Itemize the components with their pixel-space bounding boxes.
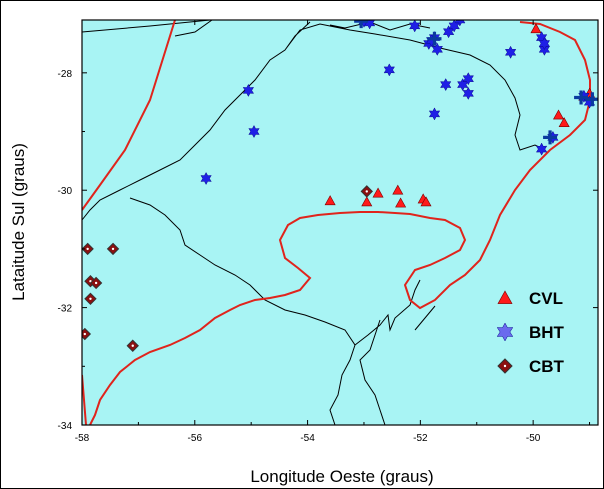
data-point-triangle [392, 184, 404, 195]
data-point-triangle [395, 197, 407, 208]
data-point-diamond [89, 276, 103, 290]
x-tick-label: -50 [526, 433, 541, 444]
data-point-star [504, 45, 517, 59]
y-tick-label: -30 [58, 186, 73, 197]
data-point-diamond [126, 339, 139, 352]
data-point-star [248, 124, 260, 139]
data-point-triangle [558, 117, 570, 128]
y-tick-label: -32 [58, 304, 73, 315]
data-point-star [538, 36, 551, 51]
data-point-star [535, 142, 548, 156]
data-point-cross [543, 130, 558, 145]
data-point-diamond [84, 292, 97, 306]
data-point-triangle [324, 195, 336, 206]
country-boundary [82, 20, 595, 425]
data-point-diamond [82, 327, 92, 341]
y-tick-label: -34 [58, 421, 73, 432]
x-axis-title: Longitude Oeste (graus) [250, 467, 433, 486]
data-point-star [454, 20, 466, 27]
legend-marker-diamond [497, 358, 513, 374]
legend-marker-star [496, 322, 514, 342]
legend-label: CVL [529, 289, 563, 308]
markers-layer [82, 20, 598, 352]
data-point-star [462, 72, 474, 86]
x-axis-ticks: -58 -56 -54 -52 -50 [75, 20, 591, 444]
data-point-diamond [82, 242, 94, 256]
data-point-star [431, 42, 443, 56]
plot-border [81, 19, 599, 426]
legend-label: CBT [529, 357, 565, 376]
data-point-cross [585, 92, 598, 107]
data-point-star [428, 107, 441, 121]
y-axis-title: Lataitude Sul (graus) [9, 143, 28, 301]
data-point-diamond [106, 242, 120, 256]
data-point-star [200, 171, 212, 186]
data-point-star [383, 63, 395, 77]
data-point-triangle [530, 23, 542, 34]
data-point-triangle [553, 109, 565, 120]
data-point-cross [574, 90, 589, 105]
data-point-triangle [361, 196, 373, 207]
y-tick-label: -28 [58, 69, 73, 80]
data-point-cross [354, 20, 369, 29]
data-point-star [448, 20, 460, 33]
x-tick-label: -56 [188, 433, 203, 444]
state-border [82, 20, 546, 425]
data-point-triangle [420, 196, 432, 207]
data-point-cross [427, 31, 442, 46]
data-point-triangle [372, 187, 384, 198]
data-point-star [440, 78, 452, 92]
y-axis-ticks: -28 -30 -32 -34 [58, 69, 598, 432]
data-point-star [242, 83, 255, 97]
x-tick-label: -54 [300, 433, 315, 444]
legend: CVL BHT CBT [496, 289, 565, 376]
legend-marker-triangle [497, 290, 513, 304]
legend-label: BHT [529, 323, 565, 342]
x-tick-label: -52 [413, 433, 428, 444]
x-tick-label: -58 [75, 433, 90, 444]
data-point-diamond [360, 185, 373, 198]
data-point-star [462, 86, 474, 100]
map-lines [82, 20, 595, 425]
plot-area [82, 20, 598, 425]
